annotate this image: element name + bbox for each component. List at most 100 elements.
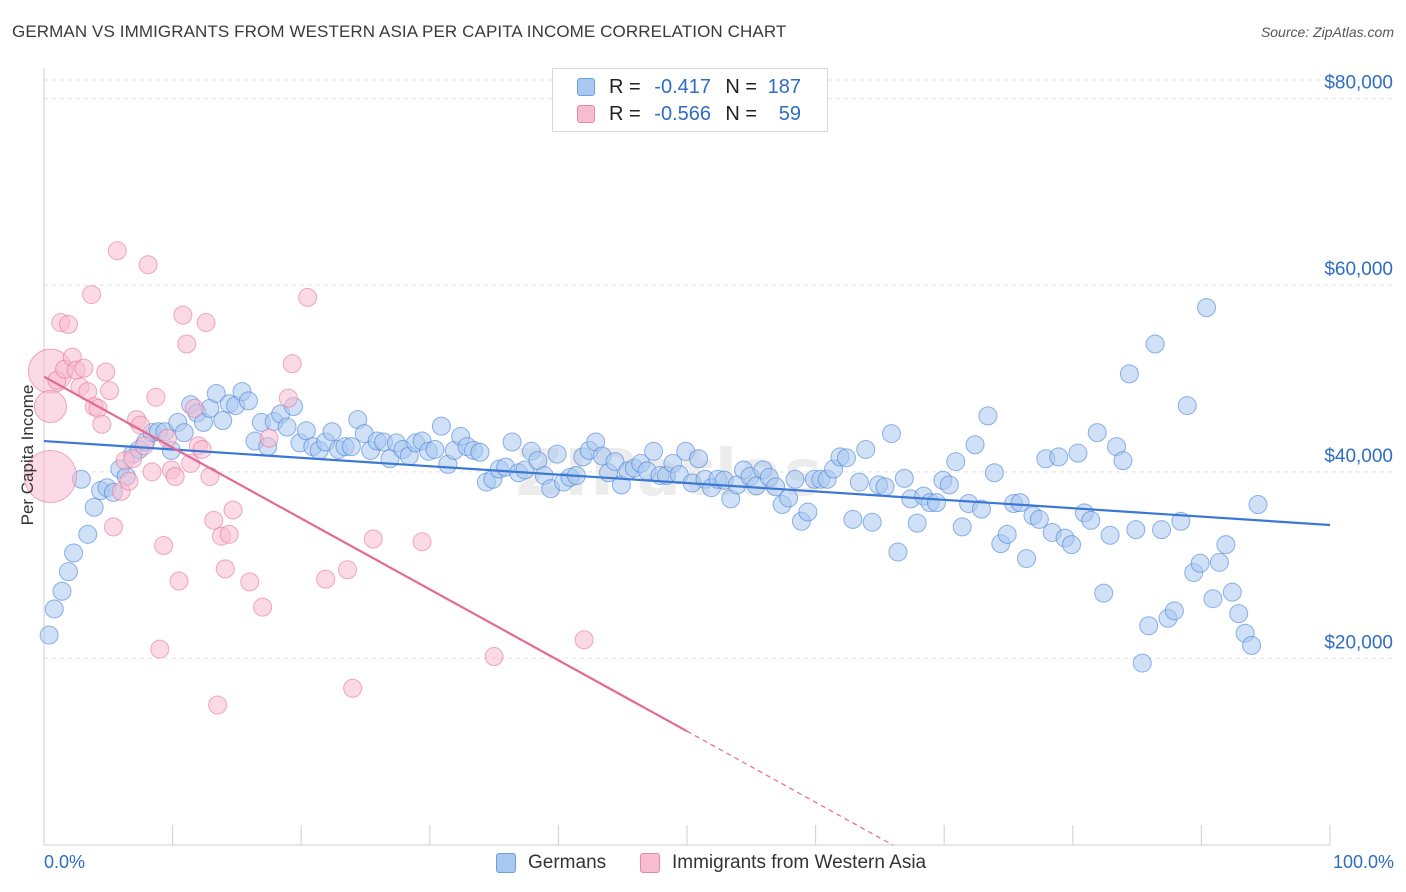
german-point: [978, 406, 998, 426]
german-point: [1087, 423, 1107, 443]
german-point: [1068, 443, 1088, 463]
german-point: [44, 599, 64, 619]
german-point: [1081, 510, 1101, 530]
german-point: [1248, 494, 1268, 514]
german-point: [1094, 583, 1114, 603]
immigrant-point: [343, 678, 363, 698]
german-point: [238, 391, 258, 411]
german-point: [1010, 493, 1030, 513]
german-point: [1222, 582, 1242, 602]
r-value: -0.566: [654, 102, 711, 125]
immigrant-point: [23, 449, 77, 503]
n-value: 187: [767, 75, 801, 98]
immigrant-point: [165, 466, 185, 486]
trend-line-immigrants-extrapolated: [686, 730, 894, 846]
legend-label-immigrants: Immigrants from Western Asia: [672, 852, 927, 873]
german-point: [1132, 653, 1152, 673]
immigrant-point: [184, 398, 204, 418]
german-point: [515, 460, 535, 480]
immigrant-point: [337, 560, 357, 580]
immigrant-point: [192, 439, 212, 459]
germans-swatch: [577, 78, 595, 96]
german-point: [341, 437, 361, 457]
immigrant-point: [412, 532, 432, 552]
german-point: [1029, 509, 1049, 529]
immigrant-point: [138, 255, 158, 275]
german-point: [206, 383, 226, 403]
german-point: [425, 439, 445, 459]
immigrant-point: [298, 287, 318, 307]
immigrant-point: [208, 695, 228, 715]
immigrant-point: [146, 387, 166, 407]
german-point: [322, 422, 342, 442]
immigrant-point: [103, 517, 123, 537]
german-point: [296, 421, 316, 441]
y-tick-label: $20,000: [1324, 632, 1393, 653]
german-point: [78, 524, 98, 544]
german-point: [1177, 396, 1197, 416]
immigrant-point: [33, 390, 67, 424]
german-point: [856, 439, 876, 459]
german-point: [875, 477, 895, 497]
y-tick-label: $40,000: [1324, 446, 1393, 467]
german-point: [952, 517, 972, 537]
german-point: [213, 411, 233, 431]
legend-item-germans[interactable]: Germans: [496, 852, 606, 874]
immigrant-point: [82, 285, 102, 305]
immigrant-point: [278, 388, 298, 408]
german-point: [1164, 601, 1184, 621]
german-point: [1113, 451, 1133, 471]
german-point: [1171, 511, 1191, 531]
german-point: [502, 432, 522, 452]
immigrant-point: [215, 559, 235, 579]
german-point: [174, 423, 194, 443]
immigrant-point: [123, 449, 143, 469]
german-point: [644, 441, 664, 461]
r-label: R =: [609, 75, 641, 98]
immigrant-point: [119, 471, 139, 491]
immigrant-point: [150, 639, 170, 659]
german-point: [946, 452, 966, 472]
german-point: [64, 543, 84, 563]
german-point: [52, 581, 72, 601]
german-point: [689, 449, 709, 469]
german-point: [1216, 535, 1236, 555]
immigrant-point: [74, 358, 94, 378]
legend-item-immigrants[interactable]: Immigrants from Western Asia: [640, 852, 926, 874]
immigrant-point: [316, 569, 336, 589]
trend-line-immigrants: [43, 375, 688, 733]
german-point: [1229, 604, 1249, 624]
n-label: N =: [725, 75, 757, 98]
immigrant-point: [169, 571, 189, 591]
german-point: [997, 524, 1017, 544]
immigrant-point: [200, 466, 220, 486]
immigrant-point: [142, 462, 162, 482]
legend-row-germans: R = -0.417 N = 187: [577, 75, 801, 99]
german-point: [605, 452, 625, 472]
immigrant-point: [204, 510, 224, 530]
y-tick-label: $80,000: [1324, 73, 1393, 94]
german-point: [1100, 525, 1120, 545]
x-tick-label-min: 0.0%: [44, 852, 86, 872]
immigrant-point: [107, 241, 127, 261]
immigrant-point: [574, 630, 594, 650]
german-point: [1209, 552, 1229, 572]
german-point: [965, 435, 985, 455]
legend-row-immigrants: R = -0.566 N = 59: [577, 102, 801, 126]
german-point: [881, 424, 901, 444]
german-point: [1119, 364, 1139, 384]
immigrant-point: [363, 529, 383, 549]
german-point: [1049, 447, 1069, 467]
german-point: [470, 442, 490, 462]
immigrant-point: [100, 381, 120, 401]
immigrant-point: [96, 362, 116, 382]
german-point: [939, 475, 959, 495]
german-point: [58, 562, 78, 582]
immigrant-point: [282, 354, 302, 374]
immigrants-swatch: [577, 105, 595, 123]
immigrant-point: [484, 647, 504, 667]
r-value: -0.417: [654, 75, 711, 98]
immigrant-point: [58, 314, 78, 334]
n-value: 59: [778, 102, 801, 125]
